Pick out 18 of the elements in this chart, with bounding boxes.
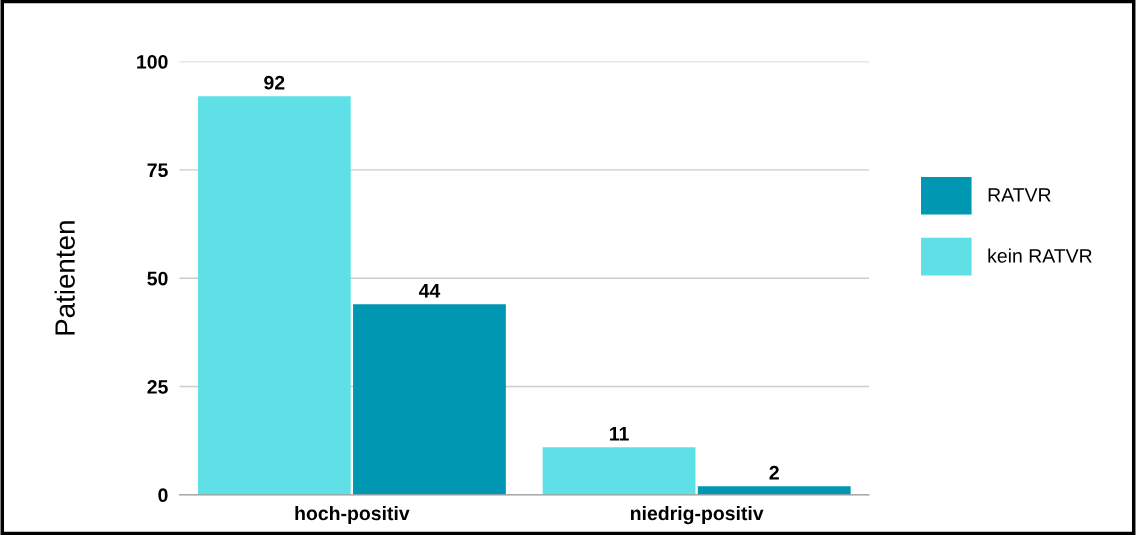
data-label: 2 [769, 465, 779, 480]
y-tick-label: 25 [147, 380, 168, 394]
bar [542, 447, 696, 495]
x-tick-label: niedrig-positiv [630, 505, 764, 525]
legend-label: RATVR [988, 188, 1051, 202]
x-tick-label: hoch-positiv [295, 505, 410, 525]
bar [353, 304, 506, 495]
data-label: 92 [264, 75, 285, 90]
y-tick-label: 50 [147, 271, 168, 286]
y-tick-label: 100 [137, 54, 168, 69]
bar [697, 486, 851, 495]
y-tick-label: 0 [158, 488, 168, 503]
data-label: 44 [418, 284, 441, 298]
legend-label: kein RATVR [988, 248, 1092, 263]
y-axis-title: Patienten [54, 221, 75, 335]
y-tick-label: 75 [147, 163, 168, 178]
bar [197, 96, 351, 495]
data-label: 11 [610, 427, 629, 441]
